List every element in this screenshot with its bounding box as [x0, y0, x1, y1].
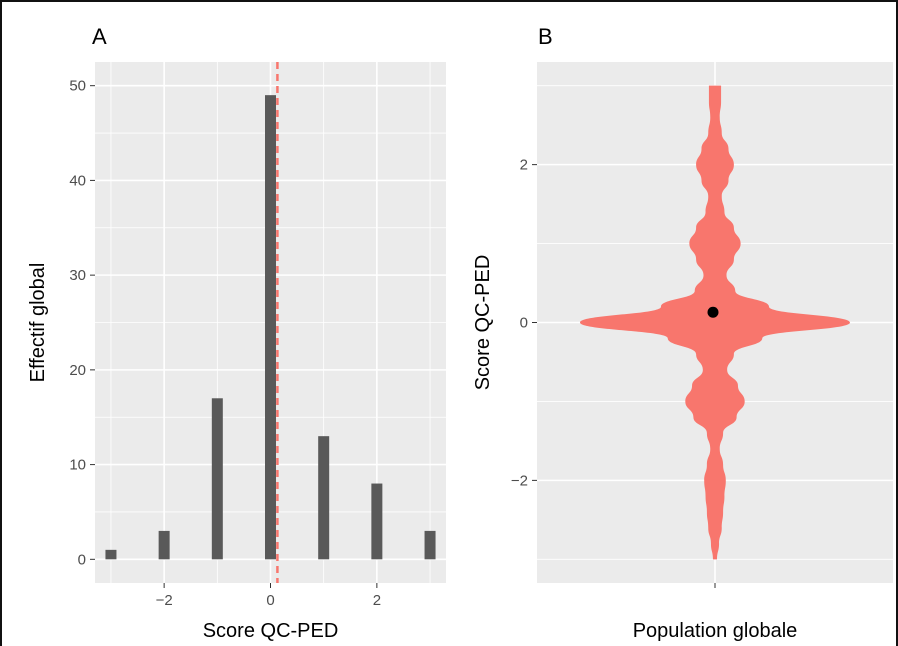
histogram-bars: [105, 95, 436, 560]
histogram-bar: [105, 549, 117, 560]
panel-tag-a: A: [92, 24, 107, 49]
panel-tag-b: B: [538, 24, 553, 49]
histogram-y-axis-title: Effectif global: [27, 263, 49, 383]
histogram-x-tick-label: −2: [156, 592, 173, 609]
histogram-axes: 0 10 20 30 40 50 −2 0 2: [69, 78, 381, 609]
histogram-x-tick-label: 2: [373, 592, 381, 609]
violin-panel: −2 0 2 Population globale Score QC-PED: [472, 62, 893, 642]
violin-y-tick-label: 0: [520, 315, 528, 332]
violin-x-axis-title: Population globale: [633, 620, 798, 642]
violin-y-axis-title: Score QC-PED: [472, 255, 494, 391]
histogram-y-tick-label: 50: [69, 78, 86, 95]
histogram-bar: [371, 483, 383, 560]
histogram-y-tick-label: 40: [69, 172, 86, 189]
histogram-panel: 0 10 20 30 40 50 −2 0 2 Score QC-PED Effectif gl…: [27, 62, 446, 642]
histogram-y-tick-label: 10: [69, 457, 86, 474]
histogram-bar: [211, 398, 223, 560]
violin-shape: [580, 85, 850, 560]
violin-mean-point: [707, 306, 719, 318]
histogram-bar: [158, 530, 170, 560]
histogram-y-tick-label: 0: [78, 551, 86, 568]
histogram-bar: [318, 436, 330, 560]
histogram-y-tick-label: 30: [69, 267, 86, 284]
histogram-x-axis-title: Score QC-PED: [203, 620, 339, 642]
histogram-y-tick-label: 20: [69, 362, 86, 379]
histogram-x-tick-label: 0: [266, 592, 274, 609]
histogram-bar: [265, 95, 276, 560]
violin-y-tick-label: −2: [511, 472, 528, 489]
histogram-bar: [424, 530, 436, 560]
violin-axes: −2 0 2: [511, 157, 716, 588]
violin-y-tick-label: 2: [520, 157, 528, 174]
